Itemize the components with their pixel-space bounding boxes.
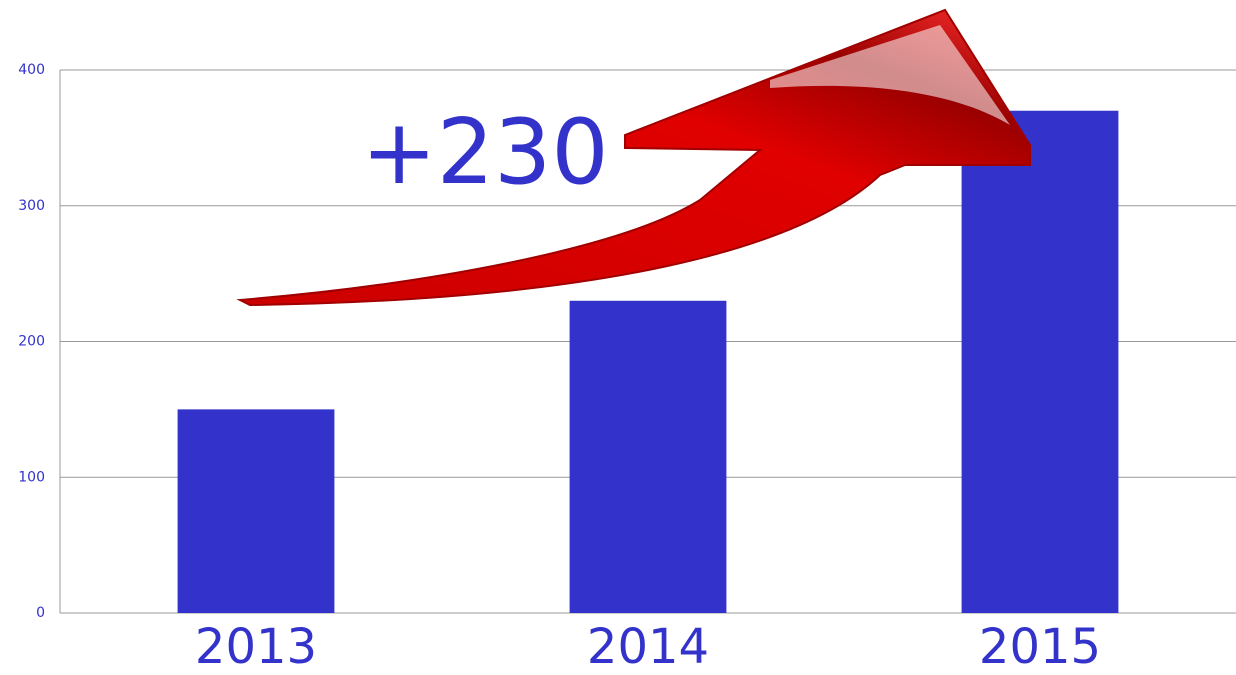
arrow-highlight	[770, 25, 1010, 125]
y-tick-label: 300	[18, 198, 45, 214]
y-tick-label: 400	[18, 62, 45, 78]
bar	[569, 300, 727, 613]
y-tick-label: 0	[36, 605, 45, 621]
x-tick-label: 2014	[587, 619, 709, 675]
y-tick-label: 200	[18, 334, 45, 350]
bar	[961, 110, 1119, 613]
annotation: +230	[361, 100, 608, 205]
bar	[177, 409, 335, 613]
x-tick-label: 2015	[979, 619, 1101, 675]
plot-area: 0 100 200 300 400 2013 2014 2015	[18, 62, 1236, 675]
y-tick-label: 100	[18, 469, 45, 485]
x-tick-label: 2013	[195, 619, 317, 675]
